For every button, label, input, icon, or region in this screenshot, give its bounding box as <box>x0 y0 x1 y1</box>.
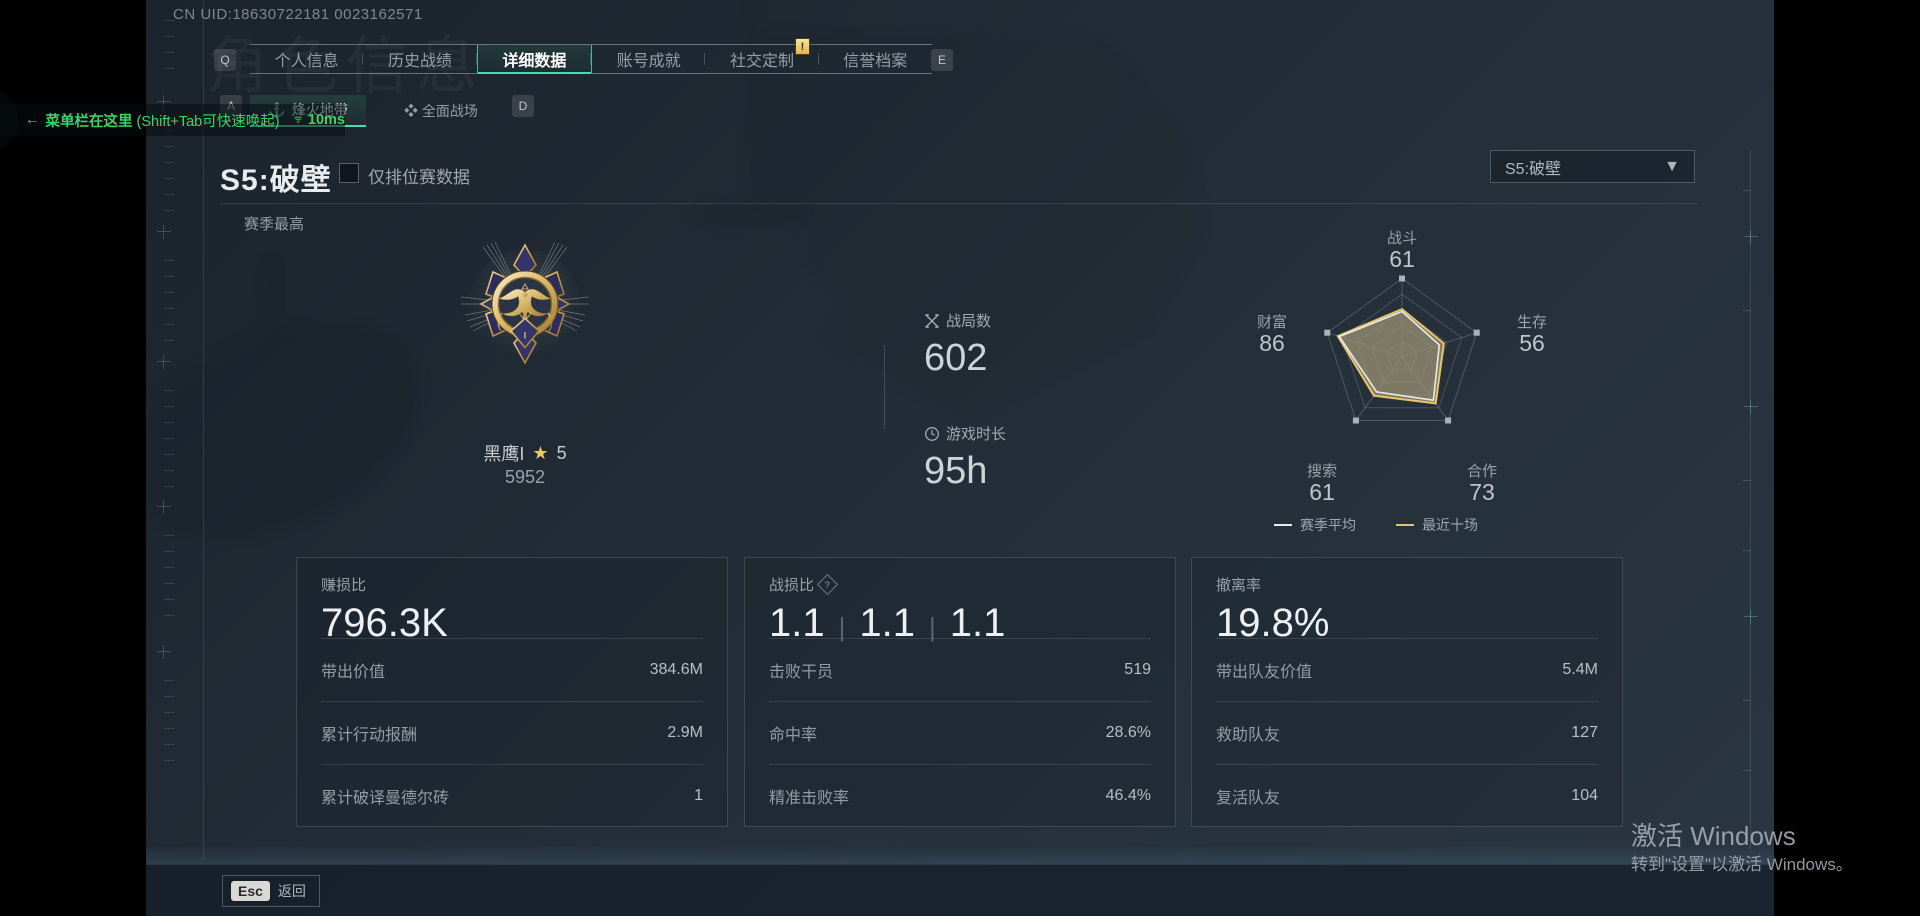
svg-text:I: I <box>524 331 527 342</box>
